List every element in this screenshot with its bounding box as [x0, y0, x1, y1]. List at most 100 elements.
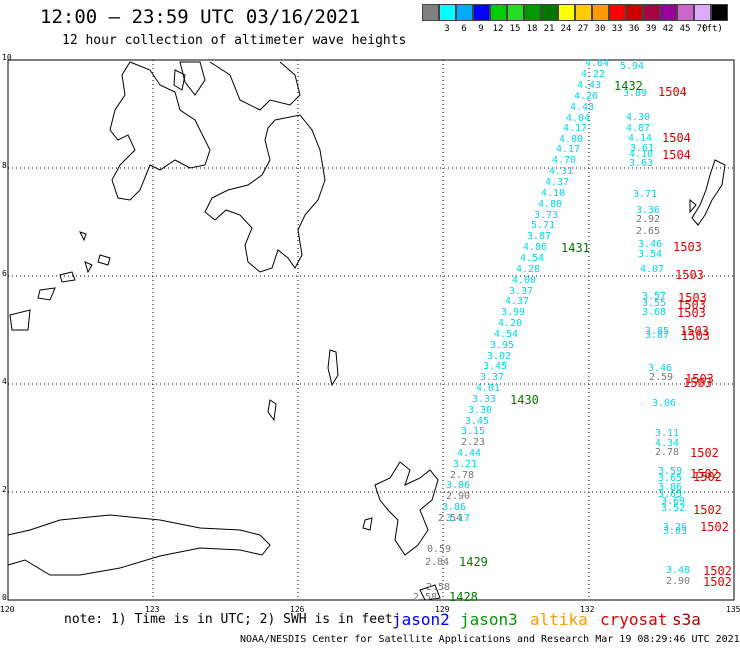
wave-height-label: 2.58 — [426, 582, 450, 593]
legend-label: 45 — [679, 24, 691, 34]
wave-height-label: 3.65 — [658, 489, 682, 500]
wave-height-label: 4.17 — [563, 123, 587, 134]
wave-height-label: 2.92 — [636, 214, 660, 225]
wave-height-label: 2.78 — [450, 470, 474, 481]
wave-height-label: 3.65 — [658, 473, 682, 484]
legend-swatch — [422, 4, 439, 21]
pass-time-label: 1432 — [614, 79, 643, 93]
legend-label: 24 — [560, 24, 572, 34]
wave-height-label: 3.86 — [658, 482, 682, 493]
wave-height-labels: 4.644.224.434.264.434.044.174.004.174.70… — [413, 58, 690, 603]
legend-label: 33 — [611, 24, 623, 34]
legend-label: 12 — [492, 24, 504, 34]
wave-height-label: 2.58 — [413, 592, 437, 603]
wave-height-label: 3.26 — [663, 522, 687, 533]
pass-time-label: 1502 — [693, 470, 722, 484]
lon-tick: 129 — [435, 605, 450, 614]
lat-tick: 4 — [2, 377, 7, 386]
wave-height-label: 3.46 — [638, 239, 662, 250]
wave-height-label: 3.33 — [472, 394, 496, 405]
wave-height-label: 2.78 — [655, 447, 679, 458]
wave-height-label: 4.07 — [640, 264, 664, 275]
wave-height-label: 4.01 — [476, 383, 500, 394]
legend-swatch — [473, 4, 490, 21]
wave-height-label: 4.10 — [541, 188, 565, 199]
legend-label: 70 — [696, 24, 708, 34]
wave-height-label: 4.20 — [498, 318, 522, 329]
wave-height-label: 3.15 — [461, 426, 485, 437]
satellite-s3a: s3a — [672, 610, 701, 629]
wave-height-label: 3.59 — [658, 466, 682, 477]
wave-height-label: 2.23 — [461, 437, 485, 448]
legend-swatch — [575, 4, 592, 21]
lon-tick: 126 — [290, 605, 305, 614]
legend-label: 3 — [444, 24, 450, 34]
wave-height-label: 3.57 — [642, 291, 666, 302]
pass-time-label: 1502 — [700, 520, 729, 534]
pass-time-label: 1502 — [703, 575, 732, 589]
wave-height-label: 4.10 — [629, 149, 653, 160]
wave-height-label: 4.30 — [626, 112, 650, 123]
pass-time-label: 1503 — [680, 324, 709, 338]
satellite-cryosat: cryosat — [600, 610, 668, 629]
wave-height-label: 4.70 — [552, 155, 576, 166]
wave-height-label: 3.73 — [534, 210, 558, 221]
wave-height-label: 3.63 — [629, 158, 653, 169]
wave-height-label: 4.37 — [545, 177, 569, 188]
wave-height-label: 4.54 — [520, 253, 544, 264]
wave-height-label: 4.31 — [549, 166, 573, 177]
wave-height-label: 3.17 — [446, 513, 470, 524]
wave-height-label: 4.54 — [494, 329, 518, 340]
pass-time-label: 1503 — [681, 329, 710, 343]
pass-time-label: 1502 — [690, 446, 719, 460]
coastline — [7, 61, 726, 601]
wave-height-label: 3.45 — [465, 416, 489, 427]
lat-tick: 8 — [2, 161, 7, 170]
wave-height-label: 3.21 — [453, 459, 477, 470]
pass-time-label: 1503 — [677, 306, 706, 320]
page-subtitle: 12 hour collection of altimeter wave hei… — [62, 33, 407, 48]
satellite-jason3: jason3 — [460, 610, 518, 629]
note-text: note: 1) Time is in UTC; 2) SWH is in fe… — [64, 612, 393, 627]
wave-height-label: 3.45 — [483, 361, 507, 372]
wave-height-label: 3.87 — [527, 231, 551, 242]
wave-height-label: 4.37 — [505, 296, 529, 307]
pass-labels: 1432143114301429142815041504150415031503… — [449, 79, 732, 604]
wave-height-label: 4.86 — [523, 242, 547, 253]
wave-height-label: 3.87 — [645, 330, 669, 341]
legend-swatch — [541, 4, 558, 21]
wave-height-label: 3.86 — [446, 480, 470, 491]
lon-ticks: 120 123 126 129 132 135 — [0, 605, 740, 614]
wave-height-label: 3.54 — [638, 249, 662, 260]
wave-height-label: 3.69 — [661, 496, 685, 507]
legend-label: 30 — [594, 24, 606, 34]
graticule — [8, 60, 734, 600]
pass-time-label: 1504 — [658, 85, 687, 99]
lat-ticks: 0 2 4 6 8 10 — [2, 53, 12, 602]
wave-height-label: 2.90 — [666, 576, 690, 587]
page-title: 12:00 – 23:59 UTC 03/16/2021 — [40, 6, 361, 28]
wave-height-label: 4.04 — [566, 113, 590, 124]
pass-time-label: 1503 — [683, 376, 712, 390]
wave-height-label: 5.94 — [620, 61, 644, 72]
legend-swatch — [558, 4, 575, 21]
pass-time-label: 1503 — [677, 298, 706, 312]
wave-height-label: 4.14 — [628, 133, 652, 144]
pass-time-label: 1502 — [703, 564, 732, 578]
wave-height-label: 4.80 — [538, 199, 562, 210]
wave-height-label: 4.34 — [655, 438, 679, 449]
legend-label: 18 — [526, 24, 538, 34]
wave-height-label: 3.06 — [652, 398, 676, 409]
wave-height-label: 0.59 — [427, 544, 451, 555]
wave-height-label: 3.48 — [666, 565, 690, 576]
legend-swatch — [643, 4, 660, 21]
legend-swatch — [456, 4, 473, 21]
wave-height-label: 3.99 — [501, 307, 525, 318]
wave-height-label: 3.61 — [630, 143, 654, 154]
wave-height-label: 3.71 — [633, 189, 657, 200]
wave-height-label: 2.84 — [425, 557, 449, 568]
lon-tick: 135 — [726, 605, 740, 614]
pass-time-label: 1502 — [693, 503, 722, 517]
wave-height-label: 3.52 — [661, 503, 685, 514]
